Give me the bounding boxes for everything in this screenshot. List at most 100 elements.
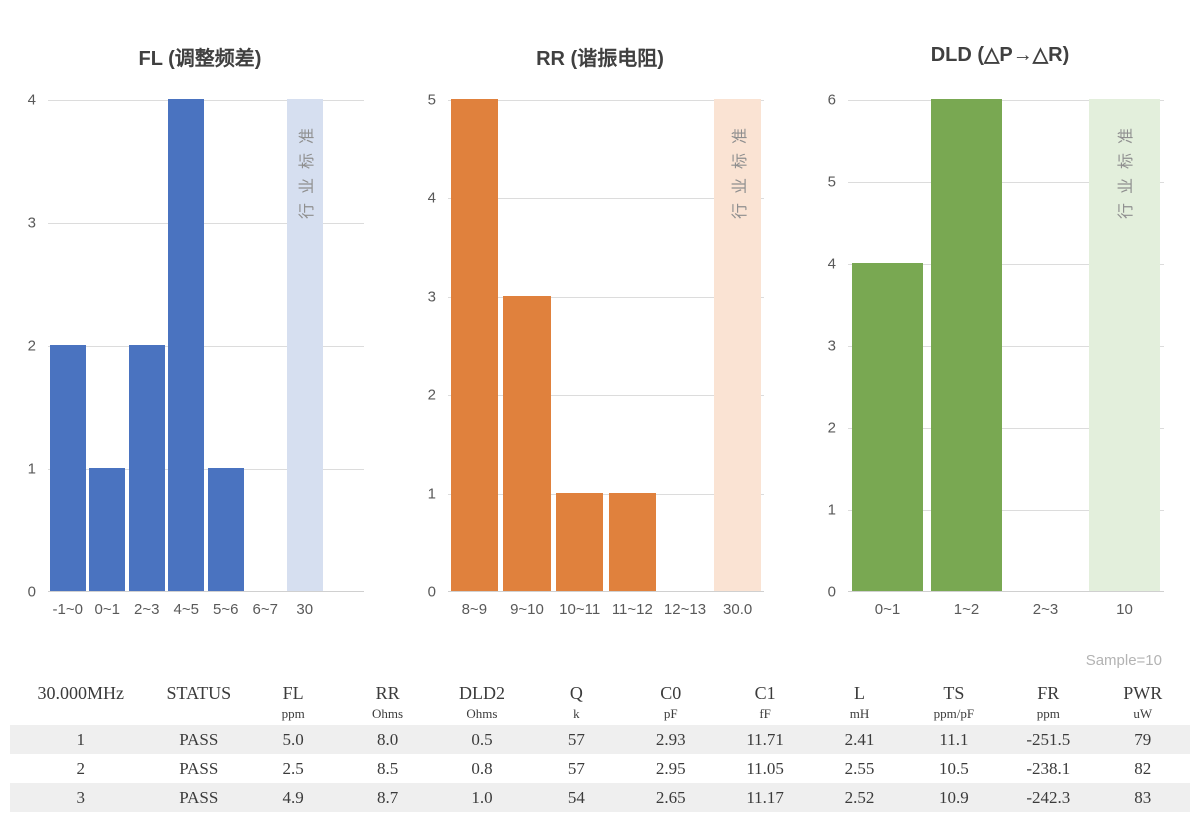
table-cell: 4.9 [282,787,304,807]
table-unit-cell: ppm/pF [933,706,975,721]
table-unit-cell: k [573,706,580,721]
table-unit-cell: Ohms [466,706,498,721]
bar-10~11 [555,492,604,591]
table-cell: 0.5 [471,729,493,749]
table-cell: 8.7 [376,787,399,807]
table-cell: 83 [1134,787,1152,807]
table-cell: 1.0 [471,787,493,807]
x-axis-tick-label: 4~5 [173,601,199,618]
x-axis-tick-label: 9~10 [510,601,544,618]
table-unit-cell: pF [663,706,678,721]
table-header-cell: L [854,683,866,703]
table-cell: 82 [1134,758,1152,778]
table-header-cell: C0 [660,683,682,703]
table-unit-cell: ppm [1036,706,1060,721]
x-axis-tick-label: 10 [1116,601,1133,618]
x-axis-tick-label: 2~3 [134,601,160,618]
x-axis-tick-label: 11~12 [611,601,653,618]
table-cell: 8.5 [376,758,399,778]
x-axis-tick-label: 10~11 [559,601,601,618]
table-cell: 0.8 [471,758,493,778]
y-axis-tick-label: 3 [27,214,36,232]
grid-line [448,395,764,397]
bar--1~0 [49,345,86,591]
bar-5~6 [207,468,244,591]
grid-line [448,198,764,200]
table-unit-cell: Ohms [372,706,404,721]
table-cell: 8.0 [376,729,399,749]
table-unit-cell: fF [759,706,771,721]
x-axis-tick-label: 2~3 [1032,601,1059,618]
bar-2~3 [128,345,165,591]
x-axis-tick-label: 30 [296,601,314,618]
table-header-row: 30.000MHz STATUS FL RR DLD2 Q C0 C1 L TS FR PWR [10,672,1190,704]
x-axis-tick-label: 6~7 [252,601,278,618]
table-cell: 2.52 [844,787,875,807]
bar-1~2 [930,99,1003,591]
table-cell: 3 [76,787,86,807]
table-cell: 2.95 [655,758,686,778]
table-row: 1 PASS 5.0 8.0 0.5 57 2.93 11.71 2.41 11.1 -251.5 7… [10,725,1190,754]
bar-8~9 [450,99,499,591]
table-cell: -238.1 [1026,758,1071,778]
table-cell: 10.9 [939,787,969,807]
y-axis-tick-label: 6 [827,91,836,109]
y-axis-tick-label: 4 [427,189,436,207]
table-cell: 2.41 [844,729,875,749]
chart-fl-histogram: FL (调整频差) 0 1 2 3 4 -1~0 0~1 2~3 4~5 5~6 6~7 行业标准 30 [0,0,400,650]
x-axis-line [48,591,364,592]
grid-line [848,346,1164,347]
grid-line [848,510,1164,511]
y-axis-tick-label: 5 [827,173,836,191]
table-header-cell: RR [375,683,400,703]
y-axis-tick-label: 2 [427,386,436,404]
y-axis-tick-label: 4 [827,255,836,273]
table-header-cell: TS [943,683,965,703]
industry-standard-label: 行业标准 [731,118,749,220]
grid-line [848,428,1164,429]
x-axis-tick-label: 0~1 [874,601,901,618]
table-cell: 57 [567,758,585,778]
table-header-cell: 30.000MHz [37,683,125,703]
table-cell: 1 [76,729,86,749]
measurement-table-section: Sample=10 30.000MHz STATUS FL RR DLD2 Q C0 C1 L T… [10,650,1190,812]
chart-rr-histogram: RR (谐振电阻) 0 1 2 3 4 5 8~9 9~10 10~11 11~12 12~13 行业… [400,0,800,650]
grid-line [448,296,764,298]
table-unit-cell [10,704,152,725]
y-axis-tick-label: 3 [827,337,836,355]
y-axis-tick-label: 0 [827,583,836,601]
chart-dld-title: DLD (△P→△R) [930,44,1070,66]
y-axis-tick-label: 5 [427,91,436,109]
industry-standard-label: 行业标准 [298,118,316,220]
chart-fl-title: FL (调整频差) [138,48,262,70]
grid-line [848,264,1164,265]
table-cell: 2.5 [282,758,304,778]
table-header-cell: STATUS [166,683,232,703]
table-cell: 2.55 [844,758,875,778]
x-axis-tick-label: 12~13 [663,601,707,618]
bar-0~1 [89,468,126,591]
table-unit-cell: uW [1133,706,1153,721]
chart-dld-plot-area: 0 1 2 3 4 5 6 0~1 1~2 2~3 行业标准 10 [828,92,1164,618]
y-axis-tick-label: 4 [27,91,36,109]
table-header-cell: PWR [1123,683,1163,703]
x-axis-line [448,591,764,592]
status-cell: PASS [179,758,219,778]
table-cell: 11.1 [939,729,969,749]
table-cell: 10.5 [939,758,969,778]
table-cell: 2.65 [655,787,686,807]
y-axis-tick-label: 0 [27,583,36,601]
x-axis-tick-label: -1~0 [52,601,83,618]
table-cell: -251.5 [1026,729,1071,749]
table-header-cell: FL [282,683,304,703]
y-axis-tick-label: 1 [427,485,436,503]
table-unit-cell: mH [849,706,870,721]
chart-dld-histogram: DLD (△P→△R) 0 1 2 3 4 5 6 0~1 1~2 2~3 行业标准 10 [800,0,1200,650]
y-axis-tick-label: 1 [827,501,836,519]
table-cell: -242.3 [1026,787,1071,807]
bar-4~5 [168,99,205,591]
chart-rr-title: RR (谐振电阻) [536,48,664,70]
y-axis-tick-label: 0 [427,583,436,601]
table-units-row: ppm Ohms Ohms k pF fF mH ppm/pF ppm uW [10,704,1190,725]
sample-count-label: Sample=10 [1085,652,1162,669]
